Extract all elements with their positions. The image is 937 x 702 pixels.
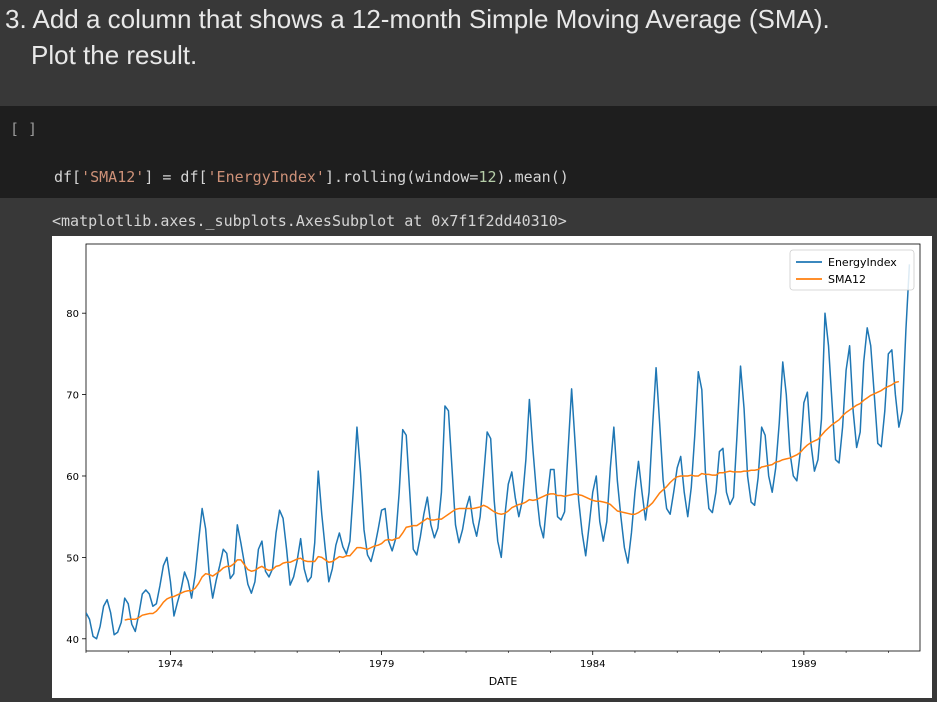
legend-box	[789, 249, 915, 291]
x-tick-label: 1989	[791, 659, 816, 670]
heading-line-2: Plot the result.	[31, 40, 198, 70]
heading-line-1: 3. Add a column that shows a 12-month Si…	[5, 4, 830, 34]
plot-output-image: 40 50 60 70 80 1974 1979 1984 1989 DATE EnergyInde…	[52, 236, 932, 698]
x-tick-label: 1979	[369, 659, 394, 670]
x-tick-label: 1974	[158, 659, 183, 670]
run-cell-button[interactable]: [ ]	[10, 120, 38, 138]
y-tick-label: 40	[66, 635, 79, 646]
markdown-heading-cell: 3. Add a column that shows a 12-month Si…	[0, 0, 937, 106]
y-tick-label: 80	[66, 309, 79, 320]
output-repr-text: <matplotlib.axes._subplots.AxesSubplot a…	[52, 212, 567, 230]
y-tick-label: 60	[66, 472, 79, 483]
code-cell[interactable]: [ ] df['SMA12'] = df['EnergyIndex'].roll…	[0, 106, 937, 255]
y-tick-label: 70	[66, 391, 79, 402]
x-tick-label: 1984	[580, 659, 605, 670]
series-line-sma12	[124, 380, 900, 621]
plot-frame	[85, 243, 921, 652]
x-axis-label: DATE	[489, 675, 518, 688]
y-tick-label: 50	[66, 553, 79, 564]
code-line-1: df['SMA12'] = df['EnergyIndex'].rolling(…	[54, 168, 569, 186]
line-chart: 40 50 60 70 80 1974 1979 1984 1989 DATE EnergyInde…	[66, 243, 921, 688]
series-line-energyindex	[86, 264, 911, 640]
legend-label: SMA12	[828, 273, 866, 286]
legend-label: EnergyIndex	[828, 256, 897, 269]
